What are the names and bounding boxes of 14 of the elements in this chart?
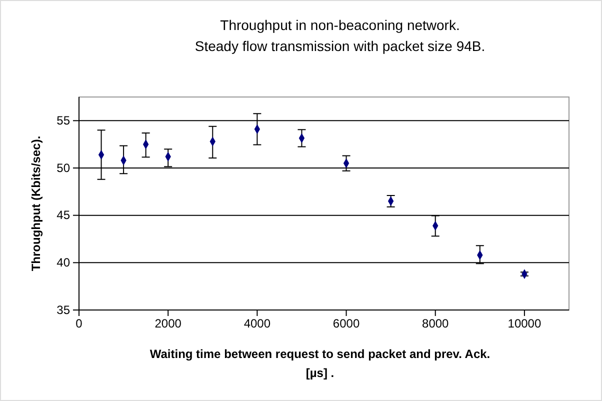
chart-title: Throughput in non-beaconing network. Steady flow transmission with packet size 94B. [194, 17, 486, 54]
x-tick-label: 10000 [508, 316, 542, 331]
y-tick-label: 40 [56, 256, 70, 270]
x-tick-label: 4000 [244, 316, 271, 331]
y-axis-title: Throughput (Kbits/sec). [29, 136, 43, 272]
x-axis-title: Waiting time between request to send packet and prev. Ack. [µs] . [150, 347, 490, 380]
y-tick-label: 35 [56, 302, 70, 317]
x-tick-label: 6000 [332, 316, 360, 331]
y-tick-label: 45 [56, 208, 70, 222]
x-tick-label: 8000 [422, 316, 450, 331]
x-tick-label: 2000 [154, 316, 182, 331]
y-tick-label: 50 [56, 160, 70, 175]
y-tick-label: 55 [56, 114, 70, 128]
x-tick-label: 0 [76, 316, 83, 331]
